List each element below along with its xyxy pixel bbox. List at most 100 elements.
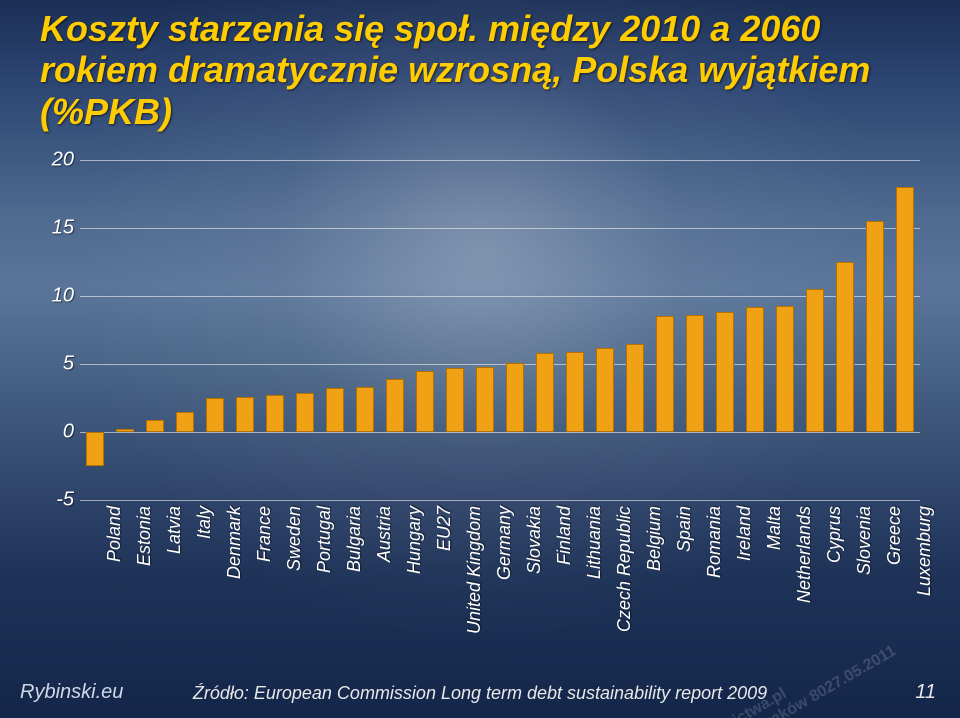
bar-slot <box>506 160 525 500</box>
bar-slot <box>416 160 435 500</box>
bar <box>386 379 405 432</box>
x-axis-label: Denmark <box>224 506 245 640</box>
bar-slot <box>806 160 825 500</box>
x-axis-label: Slovenia <box>854 506 875 640</box>
bar-slot <box>626 160 645 500</box>
bar-slot <box>296 160 315 500</box>
bar-slot <box>596 160 615 500</box>
slide-title: Koszty starzenia się społ. między 2010 a… <box>40 8 920 132</box>
page-number: 11 <box>915 681 936 704</box>
bar <box>896 187 915 432</box>
x-axis-label: Bulgaria <box>344 506 365 640</box>
x-axis-label: Portugal <box>314 506 335 640</box>
x-axis-label: Estonia <box>134 506 155 640</box>
bar-slot <box>176 160 195 500</box>
bar-slot <box>566 160 585 500</box>
x-axis-label: Sweden <box>284 506 305 640</box>
bar <box>506 363 525 432</box>
x-axis-label: Lithuania <box>584 506 605 640</box>
bar <box>296 393 315 432</box>
bar <box>656 316 675 432</box>
bar <box>86 432 105 466</box>
x-axis-label: EU27 <box>434 506 455 640</box>
bar <box>686 315 705 432</box>
x-axis-label: Belgium <box>644 506 665 640</box>
x-axis-label: United Kingdom <box>464 506 485 640</box>
x-axis-label: Finland <box>554 506 575 640</box>
x-axis-label: France <box>254 506 275 640</box>
bar-slot <box>536 160 555 500</box>
y-axis-label: 0 <box>40 421 74 444</box>
bar-slot <box>116 160 135 500</box>
y-axis-label: -5 <box>40 489 74 512</box>
y-axis-label: 15 <box>40 217 74 240</box>
bar-slot <box>656 160 675 500</box>
bar-slot <box>146 160 165 500</box>
watermark-line: www.dlabudownictwa.pl <box>622 627 891 718</box>
bar <box>536 353 555 432</box>
bar <box>596 348 615 432</box>
bar <box>476 367 495 432</box>
bar-slot <box>86 160 105 500</box>
bar <box>746 307 765 432</box>
watermark: www.dlabudownictwa.pl Konferencja PMB, K… <box>622 627 900 718</box>
bar <box>806 289 825 432</box>
bar-slot <box>836 160 855 500</box>
bar <box>566 352 585 432</box>
bar <box>356 387 375 432</box>
bar <box>416 371 435 432</box>
x-axis-label: Italy <box>194 506 215 640</box>
y-axis-label: 10 <box>40 285 74 308</box>
bar <box>206 398 225 432</box>
bar <box>626 344 645 432</box>
bar <box>176 412 195 432</box>
x-axis-label: Greece <box>884 506 905 640</box>
bar-slot <box>746 160 765 500</box>
x-axis-label: Germany <box>494 506 515 640</box>
bar-slot <box>386 160 405 500</box>
x-axis-label: Hungary <box>404 506 425 640</box>
bar <box>866 221 885 432</box>
x-axis-label: Czech Republic <box>614 506 635 640</box>
bar <box>716 312 735 432</box>
bar <box>446 368 465 432</box>
bar-slot <box>896 160 915 500</box>
bar-slot <box>866 160 885 500</box>
bar <box>266 395 285 432</box>
bar-slot <box>716 160 735 500</box>
bar <box>776 306 795 432</box>
bar <box>326 388 345 432</box>
bar-slot <box>446 160 465 500</box>
x-axis-label: Netherlands <box>794 506 815 640</box>
x-axis-label: Spain <box>674 506 695 640</box>
x-axis-label: Ireland <box>734 506 755 640</box>
bar <box>836 262 855 432</box>
plot-area <box>80 160 920 500</box>
x-axis-label: Austria <box>374 506 395 640</box>
bar-slot <box>356 160 375 500</box>
x-axis-label: Slovakia <box>524 506 545 640</box>
x-axis-label: Luxemburg <box>914 506 935 640</box>
slide: Koszty starzenia się społ. między 2010 a… <box>0 0 960 718</box>
x-axis-label: Cyprus <box>824 506 845 640</box>
footer-source: Źródło: European Commission Long term de… <box>0 683 960 704</box>
bar-slot <box>326 160 345 500</box>
x-axis-label: Malta <box>764 506 785 640</box>
bar <box>116 429 135 432</box>
watermark-line: Konferencja PMB, Kraków 8027.05.2011 <box>631 642 900 718</box>
x-axis-label: Romania <box>704 506 725 640</box>
x-axis-label: Latvia <box>164 506 185 640</box>
bar-slot <box>206 160 225 500</box>
gridline <box>80 500 920 501</box>
bar <box>236 397 255 432</box>
bar-slot <box>476 160 495 500</box>
x-axis-label: Poland <box>104 506 125 640</box>
bar-slot <box>776 160 795 500</box>
bar <box>146 420 165 432</box>
y-axis-label: 5 <box>40 353 74 376</box>
bar-slot <box>266 160 285 500</box>
y-axis-label: 20 <box>40 149 74 172</box>
bar-slot <box>236 160 255 500</box>
chart-container: -505101520PolandEstoniaLatviaItalyDenmar… <box>40 160 920 640</box>
bar-slot <box>686 160 705 500</box>
